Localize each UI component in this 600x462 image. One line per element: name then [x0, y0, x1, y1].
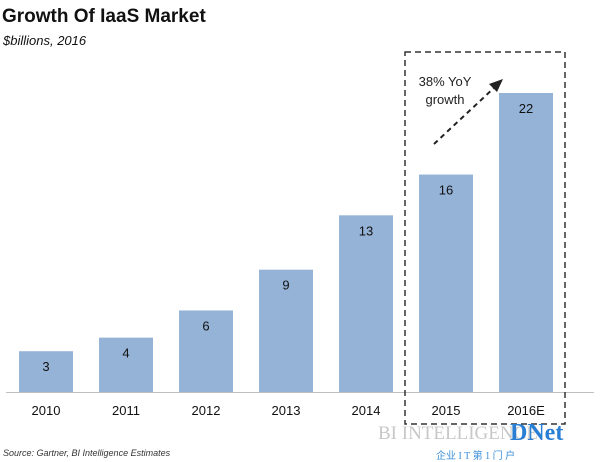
data-label-2012: 6	[202, 318, 209, 333]
tick-label-2015: 2015	[432, 403, 461, 418]
data-label-2011: 4	[122, 346, 129, 361]
tick-label-2010: 2010	[32, 403, 61, 418]
watermark-text: BI INTELLIGENCE	[378, 423, 538, 444]
data-label-2013: 9	[282, 278, 289, 293]
tick-label-2014: 2014	[352, 403, 381, 418]
tick-label-2012: 2012	[192, 403, 221, 418]
tick-label-2011: 2011	[112, 403, 140, 418]
bar-2016E	[499, 93, 553, 392]
watermark-brand: DNet	[510, 420, 564, 446]
bar-2010	[19, 351, 73, 392]
tick-label-2013: 2013	[272, 403, 301, 418]
highlight-box	[404, 51, 566, 425]
bar-2011	[99, 337, 153, 392]
bar-2012	[179, 310, 233, 392]
annotation-line1: 38% YoY	[419, 74, 472, 89]
chart-title: Growth Of IaaS Market	[2, 6, 206, 27]
chart-subtitle: $billions, 2016	[3, 33, 87, 48]
data-label-2016E: 22	[519, 101, 533, 116]
bar-2013	[259, 269, 313, 392]
watermark-subtext: 企业 I T 第 1 门 户	[436, 451, 516, 462]
annotation-line2: growth	[425, 92, 464, 107]
data-label-2010: 3	[42, 359, 49, 374]
growth-arrow-head	[489, 79, 503, 92]
tick-label-2016E: 2016E	[507, 403, 545, 418]
source-note: Source: Gartner, BI Intelligence Estimat…	[3, 448, 171, 458]
data-label-2014: 13	[359, 223, 373, 238]
data-label-2015: 16	[439, 183, 453, 198]
bar-2014	[339, 215, 393, 392]
bar-2015	[419, 174, 473, 392]
